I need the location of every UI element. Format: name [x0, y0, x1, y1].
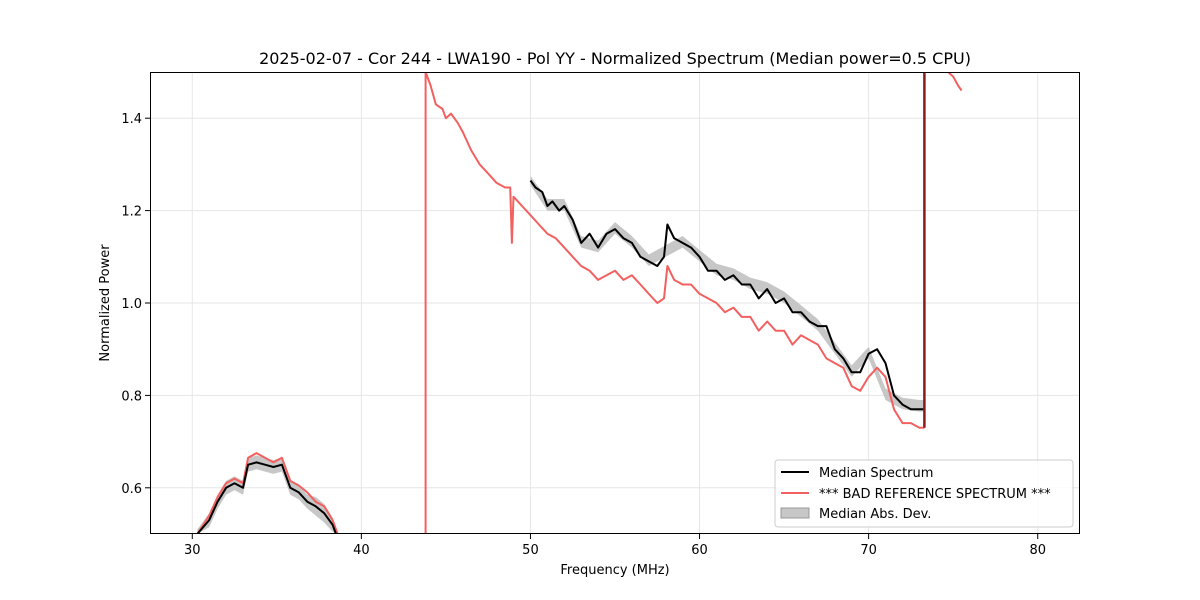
axes-frame — [150, 72, 1080, 534]
legend-mad-label: Median Abs. Dev. — [819, 507, 931, 522]
mad-band — [197, 455, 336, 534]
reference-spectrum-line — [196, 452, 339, 534]
chart-title: 2025-02-07 - Cor 244 - LWA190 - Pol YY -… — [259, 49, 971, 68]
y-axis: 0.6 0.8 1.0 1.2 1.4 — [121, 112, 150, 497]
x-axis-label: Frequency (MHz) — [560, 563, 669, 578]
reference-spectrum-line — [947, 72, 963, 92]
y-tick-label: 1.4 — [121, 112, 142, 127]
legend-median-label: Median Spectrum — [819, 466, 933, 481]
x-tick-label: 70 — [860, 543, 877, 558]
median-spectrum-line — [196, 461, 337, 534]
y-tick-label: 1.2 — [121, 205, 142, 220]
y-axis-label: Normalized Power — [98, 244, 113, 362]
x-tick-label: 50 — [522, 543, 539, 558]
legend-mad-swatch — [780, 507, 810, 519]
plot-area — [196, 72, 963, 534]
legend-box — [774, 459, 1074, 528]
reference-spectrum-line — [424, 72, 925, 429]
x-tick-label: 40 — [353, 543, 370, 558]
legend: Median Spectrum *** BAD REFERENCE SPECTR… — [774, 459, 1074, 528]
x-tick-label: 60 — [691, 543, 708, 558]
y-tick-label: 0.6 — [121, 482, 142, 497]
median-spectrum-line — [529, 180, 925, 411]
legend-reference-label: *** BAD REFERENCE SPECTRUM *** — [819, 487, 1051, 502]
x-tick-label: 80 — [1029, 543, 1046, 558]
y-tick-label: 1.0 — [121, 297, 142, 312]
y-tick-label: 0.8 — [121, 389, 142, 404]
mad-band — [530, 176, 925, 412]
x-axis: 30 40 50 60 70 80 — [184, 534, 1046, 558]
x-tick-label: 30 — [184, 543, 201, 558]
